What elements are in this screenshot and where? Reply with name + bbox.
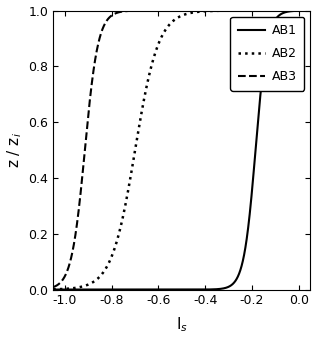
AB1 — [150, 288, 154, 292]
AB1 — [243, 247, 247, 251]
AB3 — [219, 8, 222, 13]
AB2 — [263, 8, 267, 13]
AB3 — [308, 8, 312, 13]
AB3 — [263, 8, 267, 13]
AB3 — [150, 8, 154, 13]
AB2 — [150, 64, 154, 68]
AB1 — [263, 56, 267, 61]
Line: AB2: AB2 — [53, 11, 310, 289]
AB2 — [52, 287, 55, 291]
AB1 — [219, 287, 222, 291]
AB3 — [52, 285, 55, 289]
AB2 — [219, 9, 222, 13]
AB1 — [206, 287, 210, 291]
AB2 — [308, 8, 312, 13]
AB3 — [98, 35, 102, 39]
Line: AB1: AB1 — [53, 11, 310, 290]
Y-axis label: z / z$_i$: z / z$_i$ — [6, 132, 24, 168]
AB1 — [308, 8, 312, 13]
AB1 — [52, 288, 55, 292]
X-axis label: I$_s$: I$_s$ — [176, 316, 188, 335]
AB2 — [243, 8, 247, 13]
AB3 — [206, 8, 210, 13]
AB2 — [98, 274, 102, 278]
Line: AB3: AB3 — [53, 11, 310, 287]
AB1 — [98, 288, 102, 292]
AB3 — [308, 8, 312, 13]
AB3 — [243, 8, 247, 13]
AB2 — [206, 9, 210, 13]
Legend: AB1, AB2, AB3: AB1, AB2, AB3 — [230, 17, 304, 91]
